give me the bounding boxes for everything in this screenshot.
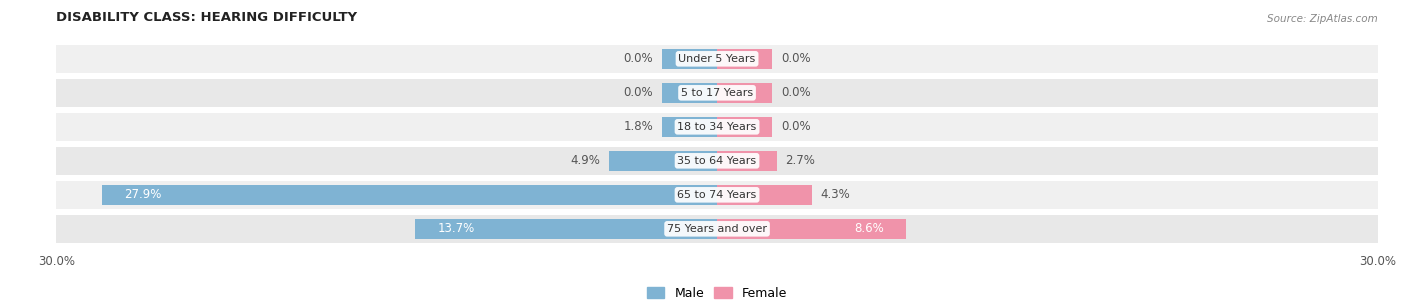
Text: 2.7%: 2.7%: [786, 154, 815, 167]
Legend: Male, Female: Male, Female: [643, 282, 792, 305]
Bar: [415, 219, 717, 239]
Bar: [56, 79, 1378, 107]
Bar: [56, 215, 1378, 243]
Bar: [609, 151, 717, 171]
Text: 0.0%: 0.0%: [780, 86, 811, 99]
Text: 8.6%: 8.6%: [855, 222, 884, 235]
Bar: [717, 151, 776, 171]
Text: 4.3%: 4.3%: [821, 188, 851, 201]
Text: 65 to 74 Years: 65 to 74 Years: [678, 190, 756, 200]
Bar: [56, 113, 1378, 141]
Text: 0.0%: 0.0%: [780, 52, 811, 65]
Text: 27.9%: 27.9%: [125, 188, 162, 201]
Text: 4.9%: 4.9%: [571, 154, 600, 167]
Bar: [56, 45, 1378, 73]
Text: 0.0%: 0.0%: [623, 86, 654, 99]
Text: 18 to 34 Years: 18 to 34 Years: [678, 122, 756, 132]
Text: Under 5 Years: Under 5 Years: [679, 54, 755, 64]
Bar: [103, 185, 717, 205]
Text: Source: ZipAtlas.com: Source: ZipAtlas.com: [1267, 14, 1378, 24]
Text: 5 to 17 Years: 5 to 17 Years: [681, 88, 754, 98]
Text: DISABILITY CLASS: HEARING DIFFICULTY: DISABILITY CLASS: HEARING DIFFICULTY: [56, 11, 357, 24]
Bar: [662, 117, 717, 137]
Text: 1.8%: 1.8%: [623, 120, 654, 133]
Bar: [56, 147, 1378, 175]
Bar: [662, 83, 717, 103]
Bar: [717, 49, 772, 69]
Bar: [717, 117, 772, 137]
Text: 0.0%: 0.0%: [780, 120, 811, 133]
Text: 13.7%: 13.7%: [437, 222, 475, 235]
Text: 0.0%: 0.0%: [623, 52, 654, 65]
Bar: [662, 49, 717, 69]
Bar: [717, 219, 907, 239]
Text: 75 Years and over: 75 Years and over: [666, 224, 768, 234]
Bar: [56, 181, 1378, 209]
Bar: [717, 185, 811, 205]
Bar: [717, 83, 772, 103]
Text: 35 to 64 Years: 35 to 64 Years: [678, 156, 756, 166]
